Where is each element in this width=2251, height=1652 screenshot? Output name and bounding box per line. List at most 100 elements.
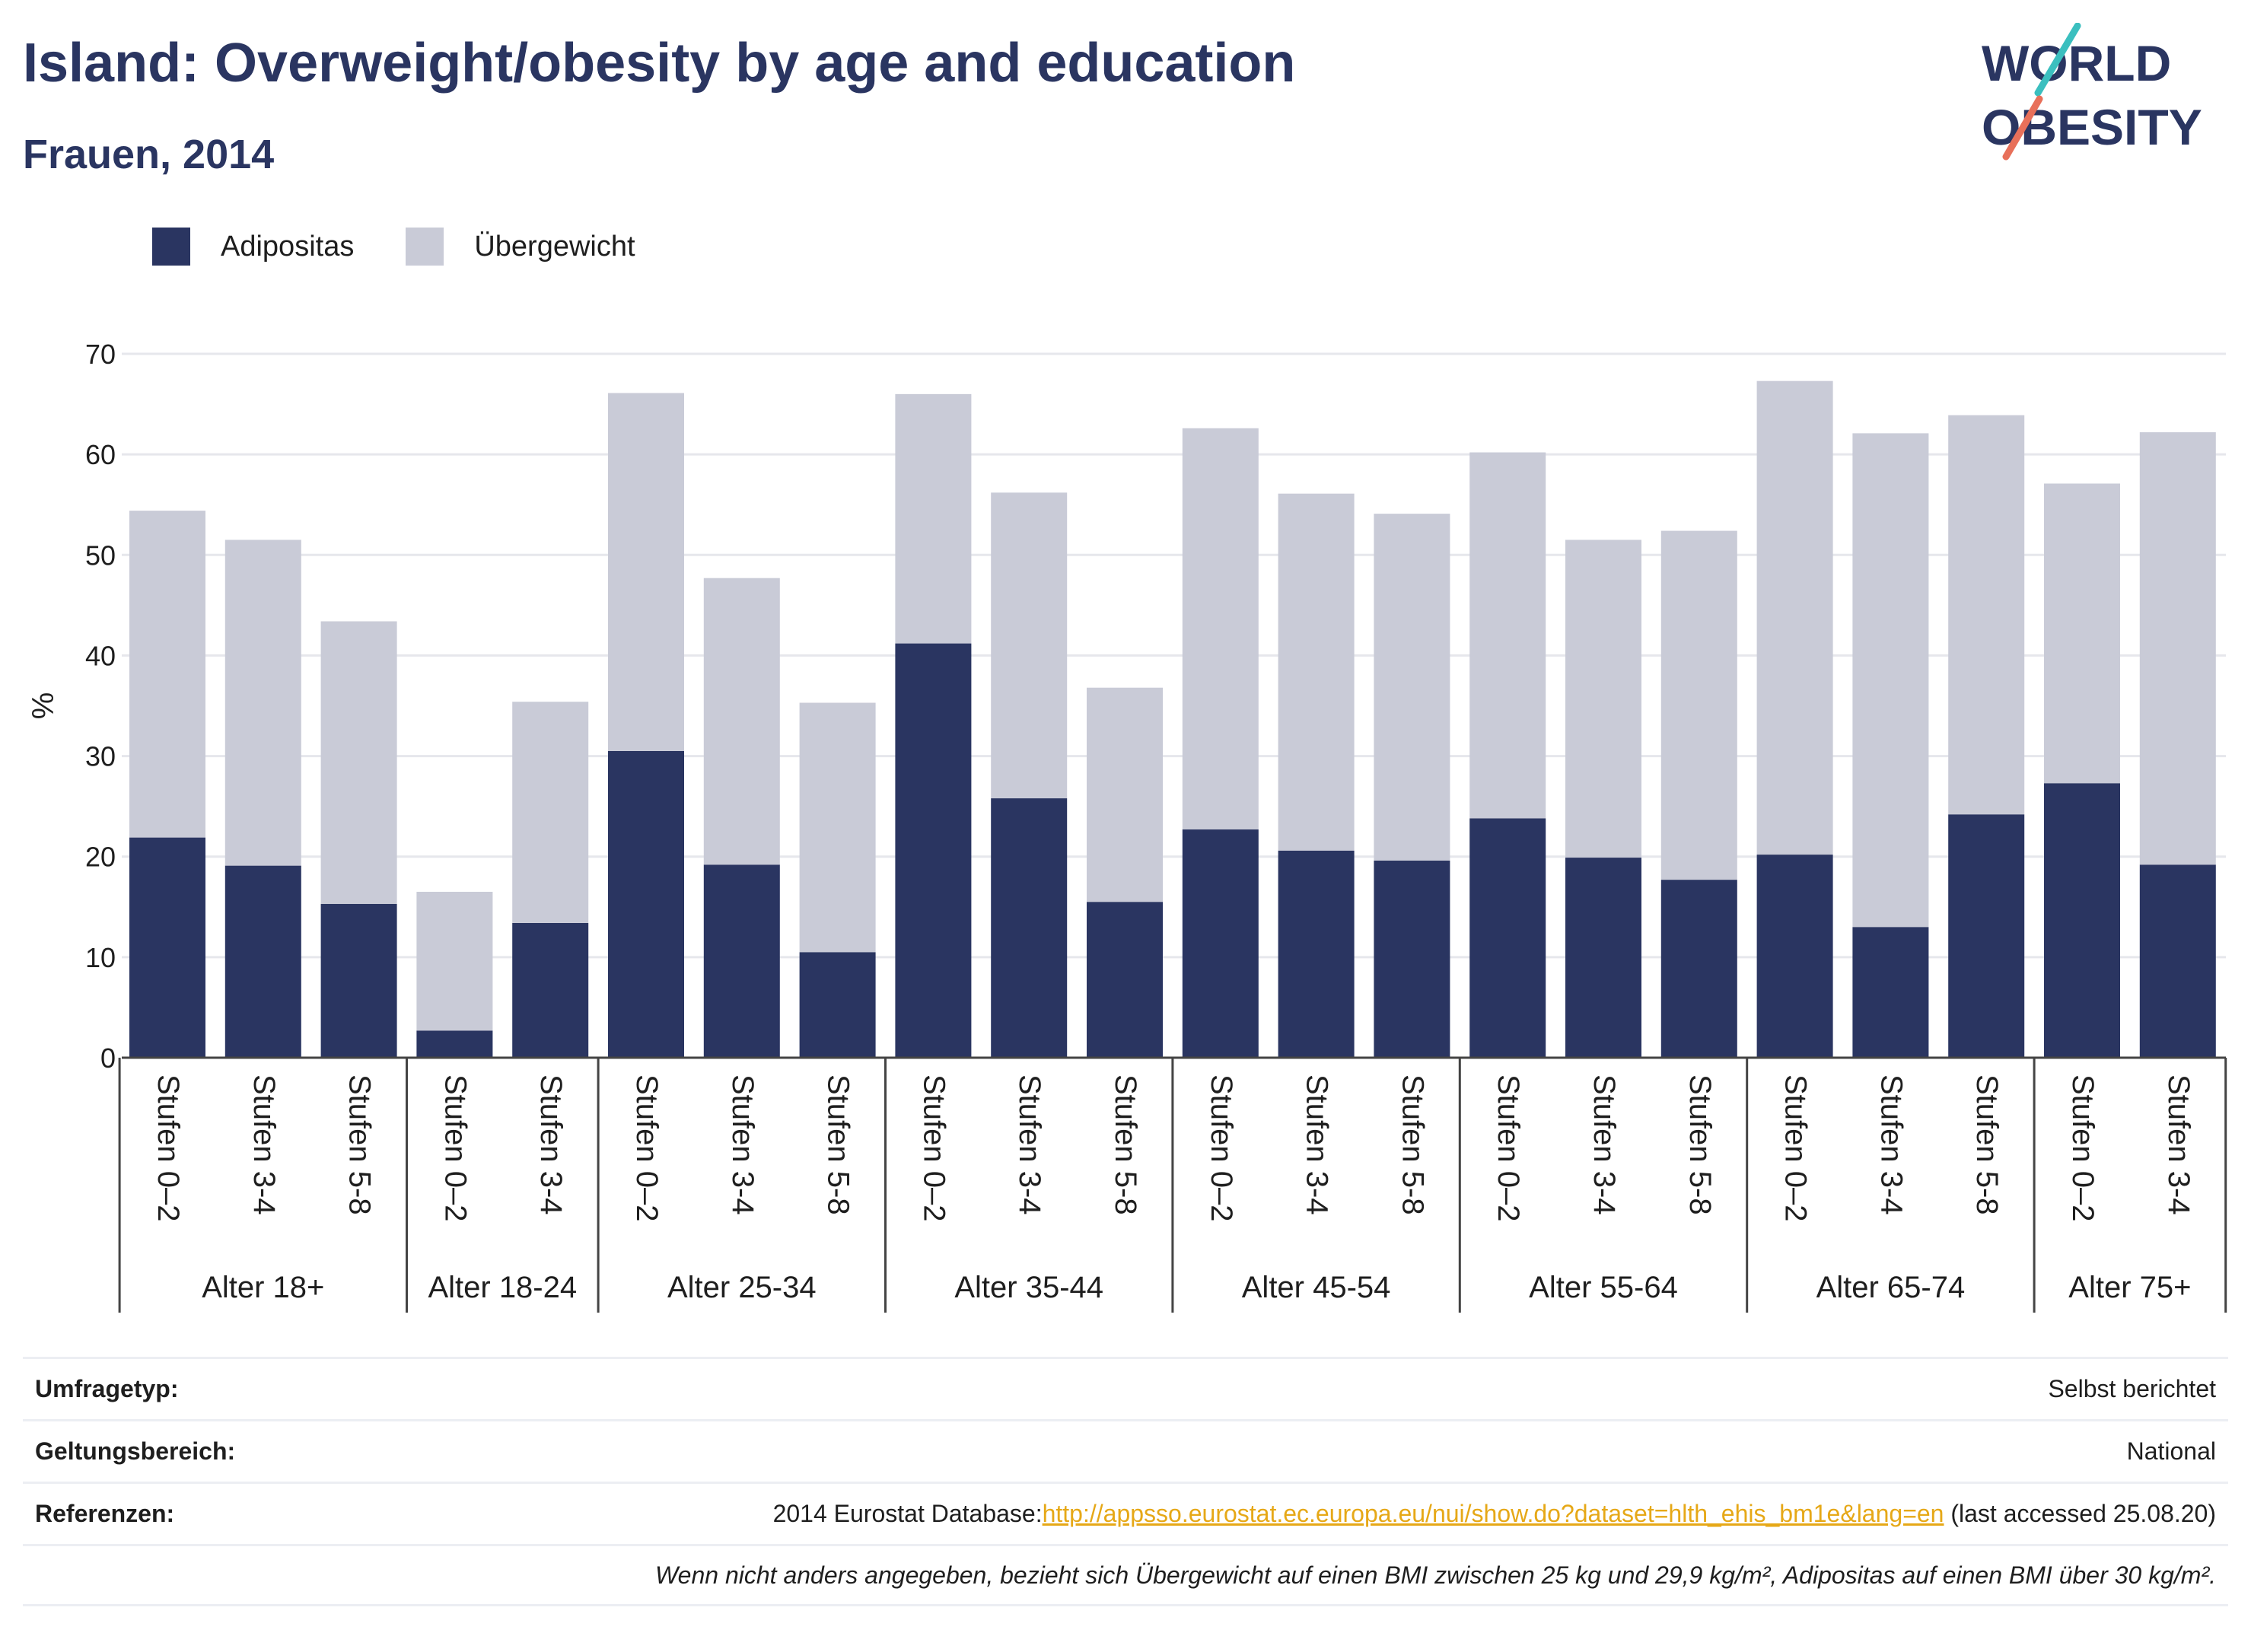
meta-row-scope: Geltungsbereich: National — [23, 1419, 2228, 1482]
y-tick-label: 50 — [85, 540, 116, 571]
x-category-label: Stufen 0–2 — [917, 1074, 950, 1222]
logo-line1: WORLD — [1982, 35, 2171, 91]
stacked-bar-chart: 0 10 20 30 40 50 60 70% Stufen 0–2 Stufen 3-4 Stuf… — [27, 339, 2227, 1313]
bar-uebergewicht — [1852, 433, 1929, 928]
bar-uebergewicht — [1756, 380, 1833, 855]
bar-adipositas — [1374, 861, 1450, 1058]
bmi-note: Wenn nicht anders angegeben, bezieht sic… — [655, 1561, 2216, 1589]
bar-uebergewicht — [320, 621, 397, 904]
y-tick-label: 40 — [85, 640, 116, 671]
x-category-label: Stufen 3-4 — [1874, 1074, 1908, 1215]
bar-adipositas — [1278, 850, 1355, 1058]
x-category-label: Stufen 0–2 — [1779, 1074, 1813, 1222]
legend-label-uebergewicht: Übergewicht — [474, 230, 635, 263]
bar-adipositas — [703, 864, 780, 1058]
y-axis-label: % — [27, 692, 60, 720]
x-category-label: Stufen 5-8 — [1970, 1074, 2004, 1215]
references-prefix: 2014 Eurostat Database: — [772, 1500, 1043, 1527]
references-suffix: (last accessed 25.08.20) — [1944, 1500, 2216, 1527]
x-category-label: Stufen 0–2 — [438, 1074, 472, 1222]
bar-adipositas — [1948, 814, 2025, 1058]
bar-adipositas — [1182, 829, 1259, 1058]
chart-title: Island: Overweight/obesity by age and ed… — [23, 33, 1296, 94]
y-tick-label: 60 — [85, 439, 116, 470]
y-tick-label: 30 — [85, 741, 116, 772]
bar-adipositas — [512, 922, 589, 1058]
bar-adipositas — [1469, 818, 1546, 1058]
bar-uebergewicht — [2044, 483, 2120, 784]
references-label: Referenzen: — [35, 1500, 175, 1527]
x-category-label: Stufen 5-8 — [1396, 1074, 1429, 1215]
x-category-label: Stufen 0–2 — [2066, 1074, 2100, 1222]
legend-swatch-uebergewicht — [406, 228, 444, 266]
x-group-label: Alter 65-74 — [1816, 1271, 1966, 1304]
bar-uebergewicht — [1469, 452, 1546, 819]
logo-slash-coral — [2002, 95, 2043, 161]
x-category-label: Stufen 5-8 — [1109, 1074, 1142, 1215]
bar-adipositas — [1756, 855, 1833, 1058]
bar-uebergewicht — [512, 702, 589, 923]
bar-adipositas — [608, 750, 684, 1058]
x-group-label: Alter 55-64 — [1529, 1271, 1678, 1304]
bar-uebergewicht — [1182, 428, 1259, 830]
bar-adipositas — [991, 798, 1068, 1058]
x-group-label: Alter 25-34 — [667, 1271, 817, 1304]
legend-item-uebergewicht[interactable]: Übergewicht — [406, 228, 635, 266]
y-tick-label: 0 — [100, 1042, 116, 1074]
bar-adipositas — [1565, 858, 1641, 1058]
bar-adipositas — [416, 1030, 493, 1058]
bar-adipositas — [2139, 864, 2216, 1058]
bar-uebergewicht — [224, 540, 301, 866]
x-category-label: Stufen 5-8 — [822, 1074, 855, 1215]
meta-row-references: Referenzen: 2014 Eurostat Database:http:… — [23, 1482, 2228, 1544]
bar-adipositas — [1660, 880, 1737, 1058]
x-category-label: Stufen 3-4 — [2162, 1074, 2195, 1215]
y-tick-label: 10 — [85, 942, 116, 973]
y-tick-label: 20 — [85, 842, 116, 873]
x-category-label: Stufen 0–2 — [630, 1074, 664, 1222]
x-group-label: Alter 18+ — [202, 1271, 324, 1304]
legend-label-adipositas: Adipositas — [221, 230, 355, 263]
bar-adipositas — [1852, 927, 1929, 1058]
x-category-label: Stufen 0–2 — [1205, 1074, 1238, 1222]
x-group-label: Alter 35-44 — [954, 1271, 1103, 1304]
bar-adipositas — [224, 865, 301, 1058]
x-group-label: Alter 75+ — [2068, 1271, 2191, 1304]
legend-item-adipositas[interactable]: Adipositas — [152, 228, 354, 266]
references-link[interactable]: http://appsso.eurostat.ec.europa.eu/nui/… — [1042, 1500, 1944, 1527]
meta-row-note: Wenn nicht anders angegeben, bezieht sic… — [23, 1544, 2228, 1606]
bar-uebergewicht — [895, 393, 972, 644]
bar-uebergewicht — [2139, 432, 2216, 865]
x-category-label: Stufen 0–2 — [151, 1074, 185, 1222]
x-category-label: Stufen 3-4 — [247, 1074, 281, 1215]
legend: Adipositas Übergewicht — [152, 225, 687, 268]
bar-uebergewicht — [1087, 687, 1163, 902]
bar-adipositas — [799, 952, 876, 1058]
bar-uebergewicht — [991, 492, 1068, 799]
bar-adipositas — [129, 837, 205, 1058]
scope-value: National — [2126, 1437, 2216, 1465]
meta-row-survey-type: Umfragetyp: Selbst berichtet — [23, 1357, 2228, 1419]
legend-swatch-adipositas — [152, 228, 190, 266]
bar-adipositas — [1087, 902, 1163, 1058]
world-obesity-logo: WORLD OBESITY — [1982, 23, 2202, 161]
x-category-label: Stufen 5-8 — [1683, 1074, 1717, 1215]
y-tick-label: 70 — [85, 339, 116, 370]
bar-uebergewicht — [703, 578, 780, 865]
metadata-table: Umfragetyp: Selbst berichtet Geltungsber… — [23, 1357, 2228, 1606]
bar-adipositas — [2044, 783, 2120, 1058]
x-group-label: Alter 18-24 — [428, 1271, 577, 1304]
bar-adipositas — [320, 903, 397, 1058]
bar-uebergewicht — [1278, 493, 1355, 851]
bar-uebergewicht — [1948, 415, 2025, 815]
references-value: 2014 Eurostat Database:http://appsso.eur… — [773, 1500, 2216, 1528]
bar-uebergewicht — [1565, 540, 1641, 858]
survey-type-label: Umfragetyp: — [35, 1375, 179, 1402]
bar-adipositas — [895, 643, 972, 1058]
x-category-label: Stufen 3-4 — [726, 1074, 759, 1215]
x-category-label: Stufen 3-4 — [1587, 1074, 1621, 1215]
chart-subtitle: Frauen, 2014 — [23, 132, 275, 177]
logo-line2: OBESITY — [1982, 99, 2202, 155]
scope-label: Geltungsbereich: — [35, 1437, 236, 1465]
bar-uebergewicht — [416, 891, 493, 1031]
